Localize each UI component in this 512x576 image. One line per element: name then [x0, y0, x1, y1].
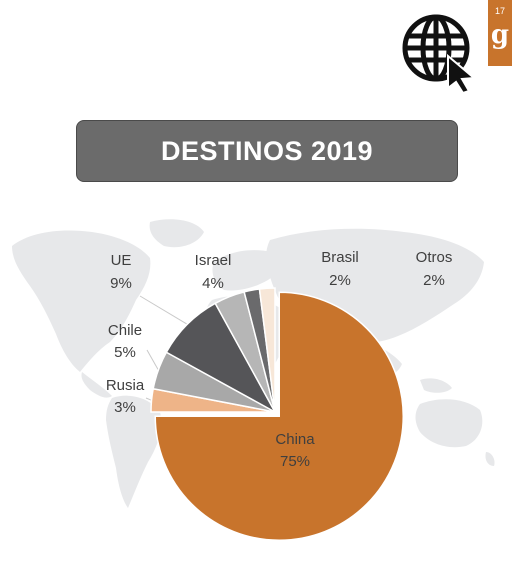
leader-line-rusia: [145, 397, 152, 401]
slice-label-ue: UE: [111, 252, 132, 269]
leader-line-chile: [146, 349, 159, 371]
slide-number: 17: [494, 6, 505, 16]
slide-number-tab: 17 g: [488, 0, 512, 66]
slice-value-rusia: 3%: [114, 399, 136, 416]
globe-cursor-icon: [402, 14, 477, 94]
slice-label-china: China: [275, 431, 315, 448]
slice-value-chile: 5%: [114, 344, 136, 361]
pie-slice-china: [154, 291, 404, 541]
slice-value-otros: 2%: [423, 272, 445, 289]
slice-label-rusia: Rusia: [106, 377, 145, 394]
chart-title: DESTINOS 2019: [160, 135, 374, 166]
slice-value-china: 75%: [280, 453, 310, 470]
slice-label-chile: Chile: [108, 322, 142, 339]
pie-slice-otros: [258, 287, 276, 413]
brand-logo: g: [490, 20, 510, 50]
slice-value-brasil: 2%: [329, 272, 351, 289]
slice-label-brasil: Brasil: [321, 249, 359, 266]
leader-line-ue: [139, 295, 188, 325]
leader-lines: [139, 295, 188, 401]
title-banner: DESTINOS 2019: [76, 120, 458, 182]
slice-value-ue: 9%: [110, 275, 132, 292]
slice-label-otros: Otros: [416, 249, 453, 266]
slice-value-israel: 4%: [202, 275, 224, 292]
slice-label-israel: Israel: [195, 252, 232, 269]
